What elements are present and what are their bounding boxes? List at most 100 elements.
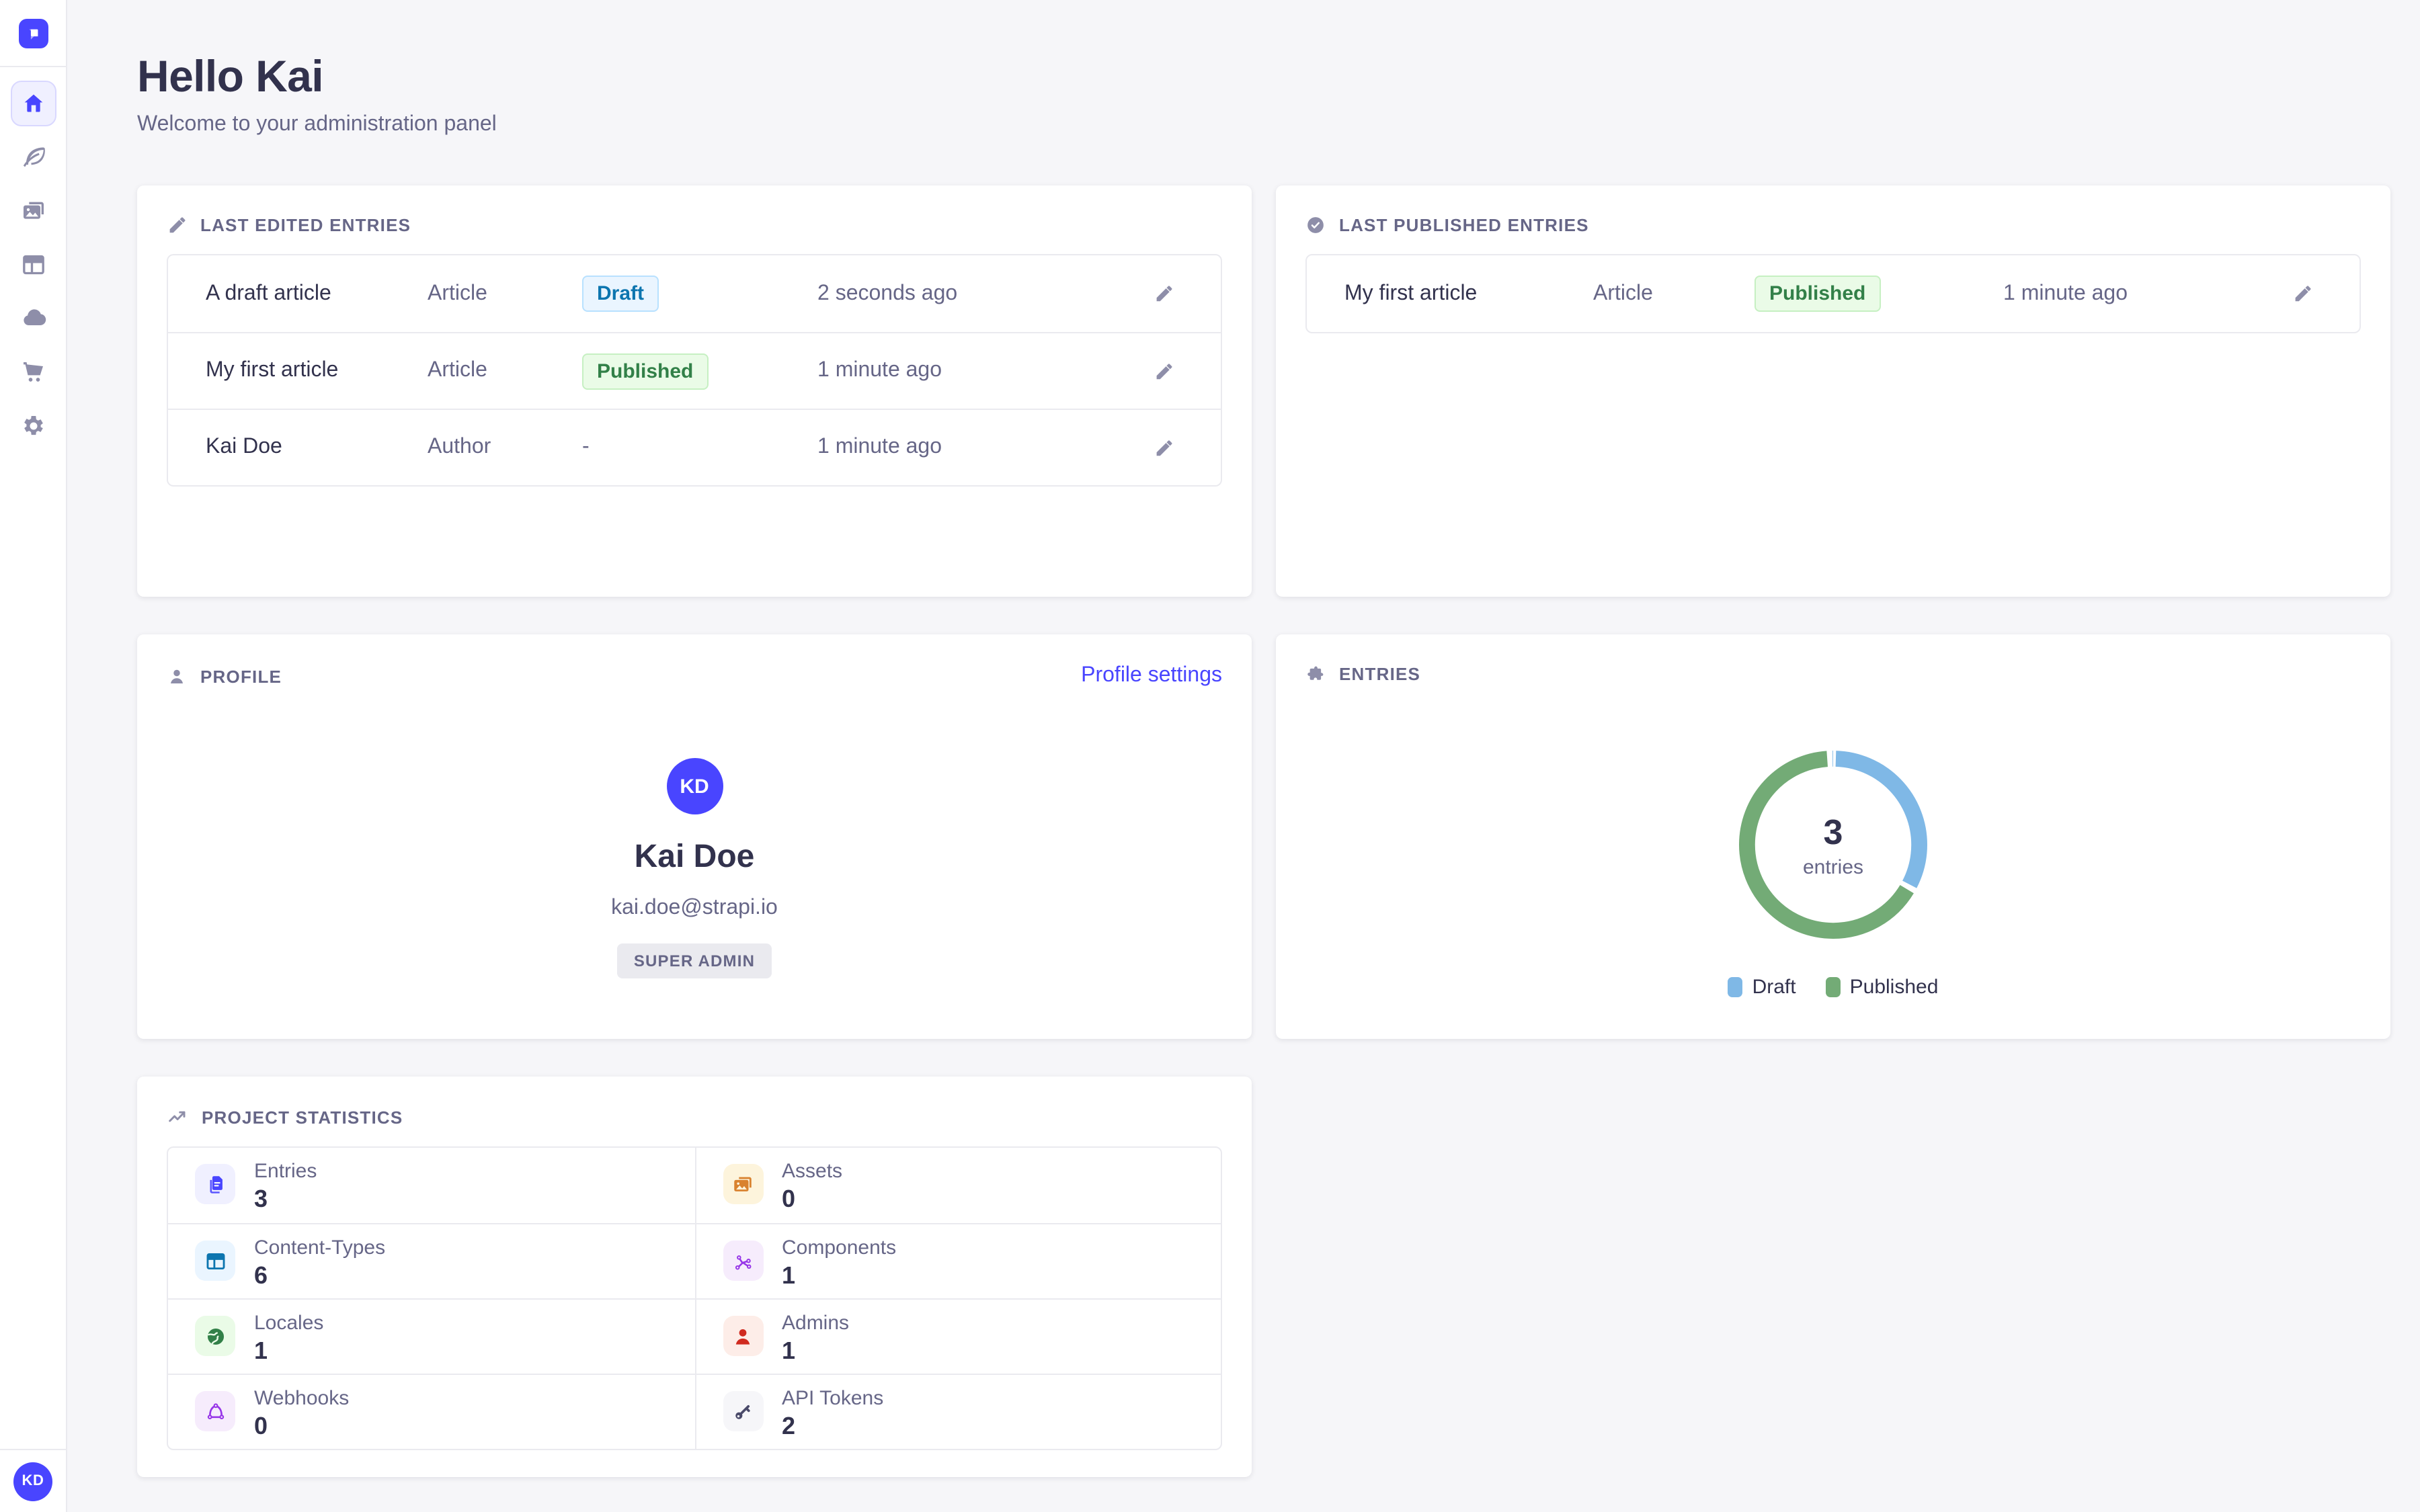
sidebar-divider bbox=[0, 66, 67, 67]
pencil-icon bbox=[2294, 286, 2310, 302]
entry-type: Article bbox=[428, 359, 487, 382]
sidebar-item-media-library[interactable] bbox=[10, 188, 56, 234]
globe-icon bbox=[206, 1327, 224, 1345]
page-subtitle: Welcome to your administration panel bbox=[137, 113, 497, 136]
edit-entry-button[interactable] bbox=[1143, 274, 1183, 314]
entry-name: My first article bbox=[1344, 282, 1478, 304]
entry-name: Kai Doe bbox=[206, 435, 282, 458]
person-icon bbox=[171, 669, 183, 683]
feather-icon bbox=[22, 147, 44, 167]
stat-label: Admins bbox=[782, 1312, 850, 1335]
stat-value: 1 bbox=[782, 1337, 796, 1364]
stat-value: 6 bbox=[254, 1262, 268, 1289]
pencil-icon bbox=[1156, 439, 1172, 456]
edit-entry-button[interactable] bbox=[2282, 274, 2322, 314]
stat-label: Locales bbox=[254, 1312, 324, 1335]
entry-type: Author bbox=[428, 435, 491, 458]
pencil-icon bbox=[1156, 363, 1172, 379]
stat-content-types: Content-Types 6 bbox=[168, 1223, 694, 1298]
sidebar-item-content-manager[interactable] bbox=[10, 134, 56, 180]
sidebar-footer: KD bbox=[0, 1449, 66, 1512]
donut-svg bbox=[1739, 751, 1927, 939]
molecule-icon bbox=[735, 1255, 752, 1269]
layout-icon bbox=[22, 255, 44, 275]
table-row: My first article Article Published 1 min… bbox=[168, 332, 1221, 409]
published-swatch bbox=[1825, 977, 1841, 997]
card-profile: PROFILE Profile settings KD Kai Doe kai.… bbox=[137, 634, 1252, 1039]
entries-total-label: entries bbox=[1802, 855, 1864, 878]
stat-api-tokens: API Tokens 2 bbox=[694, 1374, 1221, 1449]
user-avatar[interactable]: KD bbox=[13, 1462, 52, 1501]
entry-name: My first article bbox=[206, 359, 339, 382]
legend-label: Draft bbox=[1752, 976, 1796, 999]
stat-value: 1 bbox=[254, 1337, 268, 1364]
stat-label: Components bbox=[782, 1236, 897, 1259]
stat-webhooks: Webhooks 0 bbox=[168, 1374, 694, 1449]
draft-swatch bbox=[1728, 977, 1743, 997]
entries-total: 3 bbox=[1823, 811, 1843, 851]
stat-locales: Locales 1 bbox=[168, 1298, 694, 1374]
table-row: Kai Doe Author - 1 minute ago bbox=[168, 409, 1221, 485]
profile-email: kai.doe@strapi.io bbox=[611, 896, 778, 919]
last-edited-table: A draft article Article Draft 2 seconds … bbox=[167, 254, 1222, 487]
entry-type: Article bbox=[428, 282, 487, 304]
layout-icon bbox=[206, 1252, 225, 1269]
documents-icon bbox=[209, 1175, 222, 1193]
cart-icon bbox=[23, 362, 42, 382]
stat-label: API Tokens bbox=[782, 1387, 884, 1410]
profile-avatar: KD bbox=[666, 758, 723, 814]
edit-entry-button[interactable] bbox=[1143, 351, 1183, 391]
sidebar-item-content-type-builder[interactable] bbox=[10, 242, 56, 288]
user-icon bbox=[735, 1328, 750, 1344]
card-title-text: LAST EDITED ENTRIES bbox=[200, 215, 411, 235]
card-last-edited-entries: LAST EDITED ENTRIES A draft article Arti… bbox=[137, 185, 1252, 597]
edit-entry-button[interactable] bbox=[1143, 427, 1183, 468]
status-badge: Published bbox=[1755, 276, 1881, 312]
card-title-text: ENTRIES bbox=[1339, 664, 1421, 684]
sidebar-nav bbox=[10, 81, 56, 449]
card-title-text: LAST PUBLISHED ENTRIES bbox=[1339, 215, 1589, 235]
sidebar-item-home[interactable] bbox=[10, 81, 56, 126]
gear-icon bbox=[24, 416, 42, 435]
stat-assets: Assets 0 bbox=[694, 1148, 1221, 1223]
sidebar: KD bbox=[0, 0, 67, 1512]
stats-grid: Entries 3 bbox=[167, 1146, 1222, 1450]
strapi-logo-icon bbox=[28, 29, 38, 40]
stat-label: Entries bbox=[254, 1160, 317, 1183]
table-row: A draft article Article Draft 2 seconds … bbox=[168, 255, 1221, 332]
entry-time: 2 seconds ago bbox=[817, 282, 958, 304]
legend-item-draft: Draft bbox=[1728, 976, 1796, 999]
entry-time: 1 minute ago bbox=[817, 359, 942, 382]
stat-label: Webhooks bbox=[254, 1387, 350, 1410]
table-row: My first article Article Published 1 min… bbox=[1307, 255, 2360, 332]
stat-value: 2 bbox=[782, 1413, 796, 1439]
card-title-text: PROFILE bbox=[200, 666, 282, 686]
stat-value: 0 bbox=[782, 1185, 796, 1212]
profile-name: Kai Doe bbox=[634, 839, 755, 875]
last-published-table: My first article Article Published 1 min… bbox=[1305, 254, 2361, 333]
legend-label: Published bbox=[1849, 976, 1939, 999]
stat-label: Assets bbox=[782, 1160, 843, 1183]
stat-value: 3 bbox=[254, 1185, 268, 1212]
stat-label: Content-Types bbox=[254, 1236, 386, 1259]
sidebar-item-settings[interactable] bbox=[10, 403, 56, 449]
card-last-published-entries: LAST PUBLISHED ENTRIES My first article … bbox=[1276, 185, 2390, 597]
profile-settings-link[interactable]: Profile settings bbox=[1081, 664, 1222, 687]
pencil-icon bbox=[169, 217, 186, 233]
status-badge: Published bbox=[582, 353, 709, 389]
stat-entries: Entries 3 bbox=[168, 1148, 694, 1223]
stat-value: 1 bbox=[782, 1262, 796, 1289]
strapi-logo[interactable] bbox=[18, 19, 48, 48]
entry-time: 1 minute ago bbox=[2003, 282, 2128, 304]
entry-time: 1 minute ago bbox=[817, 435, 942, 458]
sidebar-item-marketplace[interactable] bbox=[10, 349, 56, 395]
status-badge: Draft bbox=[582, 276, 659, 312]
chart-legend: Draft Published bbox=[1728, 976, 1939, 999]
page-title: Hello Kai bbox=[137, 51, 324, 101]
card-entries-chart: ENTRIES 3 entries bbox=[1276, 634, 2390, 1039]
main-content: Hello Kai Welcome to your administration… bbox=[67, 0, 2420, 1512]
sidebar-item-deploy[interactable] bbox=[10, 296, 56, 341]
check-circle-icon bbox=[1307, 217, 1324, 233]
pencil-icon bbox=[1156, 286, 1172, 302]
